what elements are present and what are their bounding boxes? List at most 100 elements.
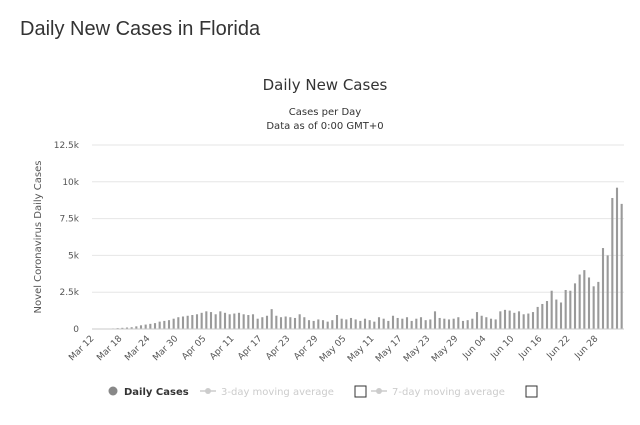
- daily-cases-bar[interactable]: [447, 319, 451, 329]
- daily-cases-bar[interactable]: [415, 318, 418, 329]
- daily-cases-bar[interactable]: [536, 306, 539, 329]
- legend-item-3-day-average[interactable]: 3-day moving average: [200, 387, 334, 398]
- daily-cases-bar[interactable]: [209, 312, 213, 329]
- daily-cases-bar[interactable]: [499, 311, 502, 329]
- daily-cases-bar[interactable]: [471, 318, 474, 329]
- daily-cases-bar[interactable]: [615, 187, 619, 329]
- daily-cases-bar[interactable]: [275, 315, 278, 329]
- daily-cases-bar[interactable]: [219, 311, 222, 329]
- daily-cases-bar[interactable]: [331, 320, 334, 329]
- daily-cases-bar[interactable]: [583, 270, 586, 329]
- daily-cases-bar[interactable]: [452, 318, 455, 329]
- daily-cases-bar[interactable]: [597, 281, 600, 329]
- daily-cases-bar[interactable]: [317, 319, 320, 329]
- daily-cases-bar[interactable]: [298, 314, 301, 329]
- daily-cases-bar[interactable]: [531, 312, 535, 329]
- daily-cases-bar[interactable]: [251, 314, 255, 329]
- daily-cases-bar[interactable]: [335, 315, 339, 329]
- daily-cases-bar[interactable]: [205, 311, 208, 329]
- daily-cases-bar[interactable]: [489, 318, 493, 329]
- daily-cases-bar[interactable]: [429, 319, 432, 329]
- daily-cases-bar[interactable]: [438, 317, 441, 329]
- daily-cases-bar[interactable]: [508, 310, 511, 329]
- daily-cases-bar[interactable]: [485, 317, 488, 329]
- daily-cases-bar[interactable]: [247, 315, 250, 329]
- daily-cases-bar[interactable]: [139, 325, 143, 329]
- daily-cases-bar[interactable]: [405, 317, 409, 329]
- daily-cases-bar[interactable]: [382, 318, 385, 329]
- daily-cases-bar[interactable]: [163, 320, 166, 329]
- daily-cases-bar[interactable]: [135, 326, 138, 329]
- daily-cases-bar[interactable]: [513, 312, 516, 329]
- daily-cases-bar[interactable]: [396, 317, 399, 329]
- daily-cases-bar[interactable]: [527, 313, 530, 329]
- daily-cases-bar[interactable]: [611, 197, 614, 329]
- daily-cases-bar[interactable]: [284, 316, 287, 329]
- daily-cases-bar[interactable]: [564, 289, 567, 329]
- daily-cases-bar[interactable]: [555, 299, 558, 329]
- daily-cases-bar[interactable]: [265, 315, 269, 329]
- daily-cases-bar[interactable]: [345, 319, 348, 329]
- daily-cases-bar[interactable]: [480, 315, 483, 329]
- daily-cases-bar[interactable]: [550, 290, 553, 329]
- daily-cases-bar[interactable]: [293, 317, 297, 329]
- daily-cases-bar[interactable]: [303, 317, 306, 329]
- daily-cases-bar[interactable]: [578, 274, 581, 329]
- daily-cases-bar[interactable]: [121, 327, 124, 329]
- daily-cases-bar[interactable]: [307, 320, 311, 329]
- daily-cases-bar[interactable]: [242, 314, 245, 329]
- daily-cases-bar[interactable]: [270, 309, 273, 329]
- daily-cases-bar[interactable]: [186, 315, 189, 329]
- daily-cases-bar[interactable]: [181, 316, 185, 329]
- daily-cases-bar[interactable]: [349, 317, 353, 329]
- daily-cases-bar[interactable]: [368, 320, 371, 329]
- daily-cases-bar[interactable]: [191, 315, 194, 329]
- daily-cases-bar[interactable]: [410, 320, 413, 329]
- daily-cases-bar[interactable]: [457, 317, 460, 329]
- daily-cases-bar[interactable]: [144, 324, 147, 329]
- daily-cases-bar[interactable]: [466, 320, 469, 329]
- daily-cases-bar[interactable]: [387, 320, 390, 329]
- daily-cases-bar[interactable]: [569, 290, 572, 329]
- daily-cases-bar[interactable]: [541, 303, 544, 329]
- daily-cases-bar[interactable]: [522, 314, 525, 329]
- daily-cases-bar[interactable]: [172, 318, 175, 329]
- daily-cases-bar[interactable]: [312, 320, 315, 329]
- daily-cases-bar[interactable]: [237, 312, 241, 329]
- daily-cases-bar[interactable]: [391, 315, 395, 329]
- daily-cases-bar[interactable]: [233, 313, 236, 329]
- daily-cases-bar[interactable]: [359, 320, 362, 329]
- daily-cases-bar[interactable]: [545, 301, 549, 329]
- daily-cases-bar[interactable]: [419, 317, 423, 329]
- daily-cases-bar[interactable]: [443, 318, 446, 329]
- legend-item-7-day-average[interactable]: 7-day moving average: [371, 387, 505, 398]
- daily-cases-bar[interactable]: [354, 319, 357, 329]
- daily-cases-bar[interactable]: [606, 255, 609, 329]
- daily-cases-bar[interactable]: [494, 319, 497, 329]
- daily-cases-bar[interactable]: [377, 317, 381, 329]
- daily-cases-bar[interactable]: [559, 302, 563, 329]
- daily-cases-bar[interactable]: [125, 327, 129, 329]
- daily-cases-bar[interactable]: [279, 317, 283, 329]
- daily-cases-bar[interactable]: [587, 277, 591, 329]
- daily-cases-bar[interactable]: [326, 321, 329, 329]
- daily-cases-bar[interactable]: [167, 320, 171, 329]
- daily-cases-bar[interactable]: [475, 312, 479, 329]
- daily-cases-bar[interactable]: [261, 317, 264, 329]
- daily-cases-bar[interactable]: [401, 318, 404, 329]
- daily-cases-bar[interactable]: [153, 323, 157, 329]
- daily-cases-bar[interactable]: [177, 317, 180, 329]
- 7-day-average-checkbox[interactable]: [525, 385, 538, 398]
- daily-cases-bar[interactable]: [130, 327, 133, 329]
- daily-cases-bar[interactable]: [289, 317, 292, 329]
- daily-cases-bar[interactable]: [223, 312, 227, 329]
- daily-cases-bar[interactable]: [256, 318, 259, 329]
- daily-cases-bar[interactable]: [424, 320, 427, 329]
- daily-cases-bar[interactable]: [200, 312, 203, 329]
- daily-cases-bar[interactable]: [620, 203, 623, 329]
- daily-cases-bar[interactable]: [363, 318, 367, 329]
- daily-cases-bar[interactable]: [149, 323, 152, 329]
- 3-day-average-checkbox[interactable]: [354, 385, 367, 398]
- daily-cases-bar[interactable]: [573, 283, 577, 329]
- daily-cases-bar[interactable]: [517, 311, 521, 329]
